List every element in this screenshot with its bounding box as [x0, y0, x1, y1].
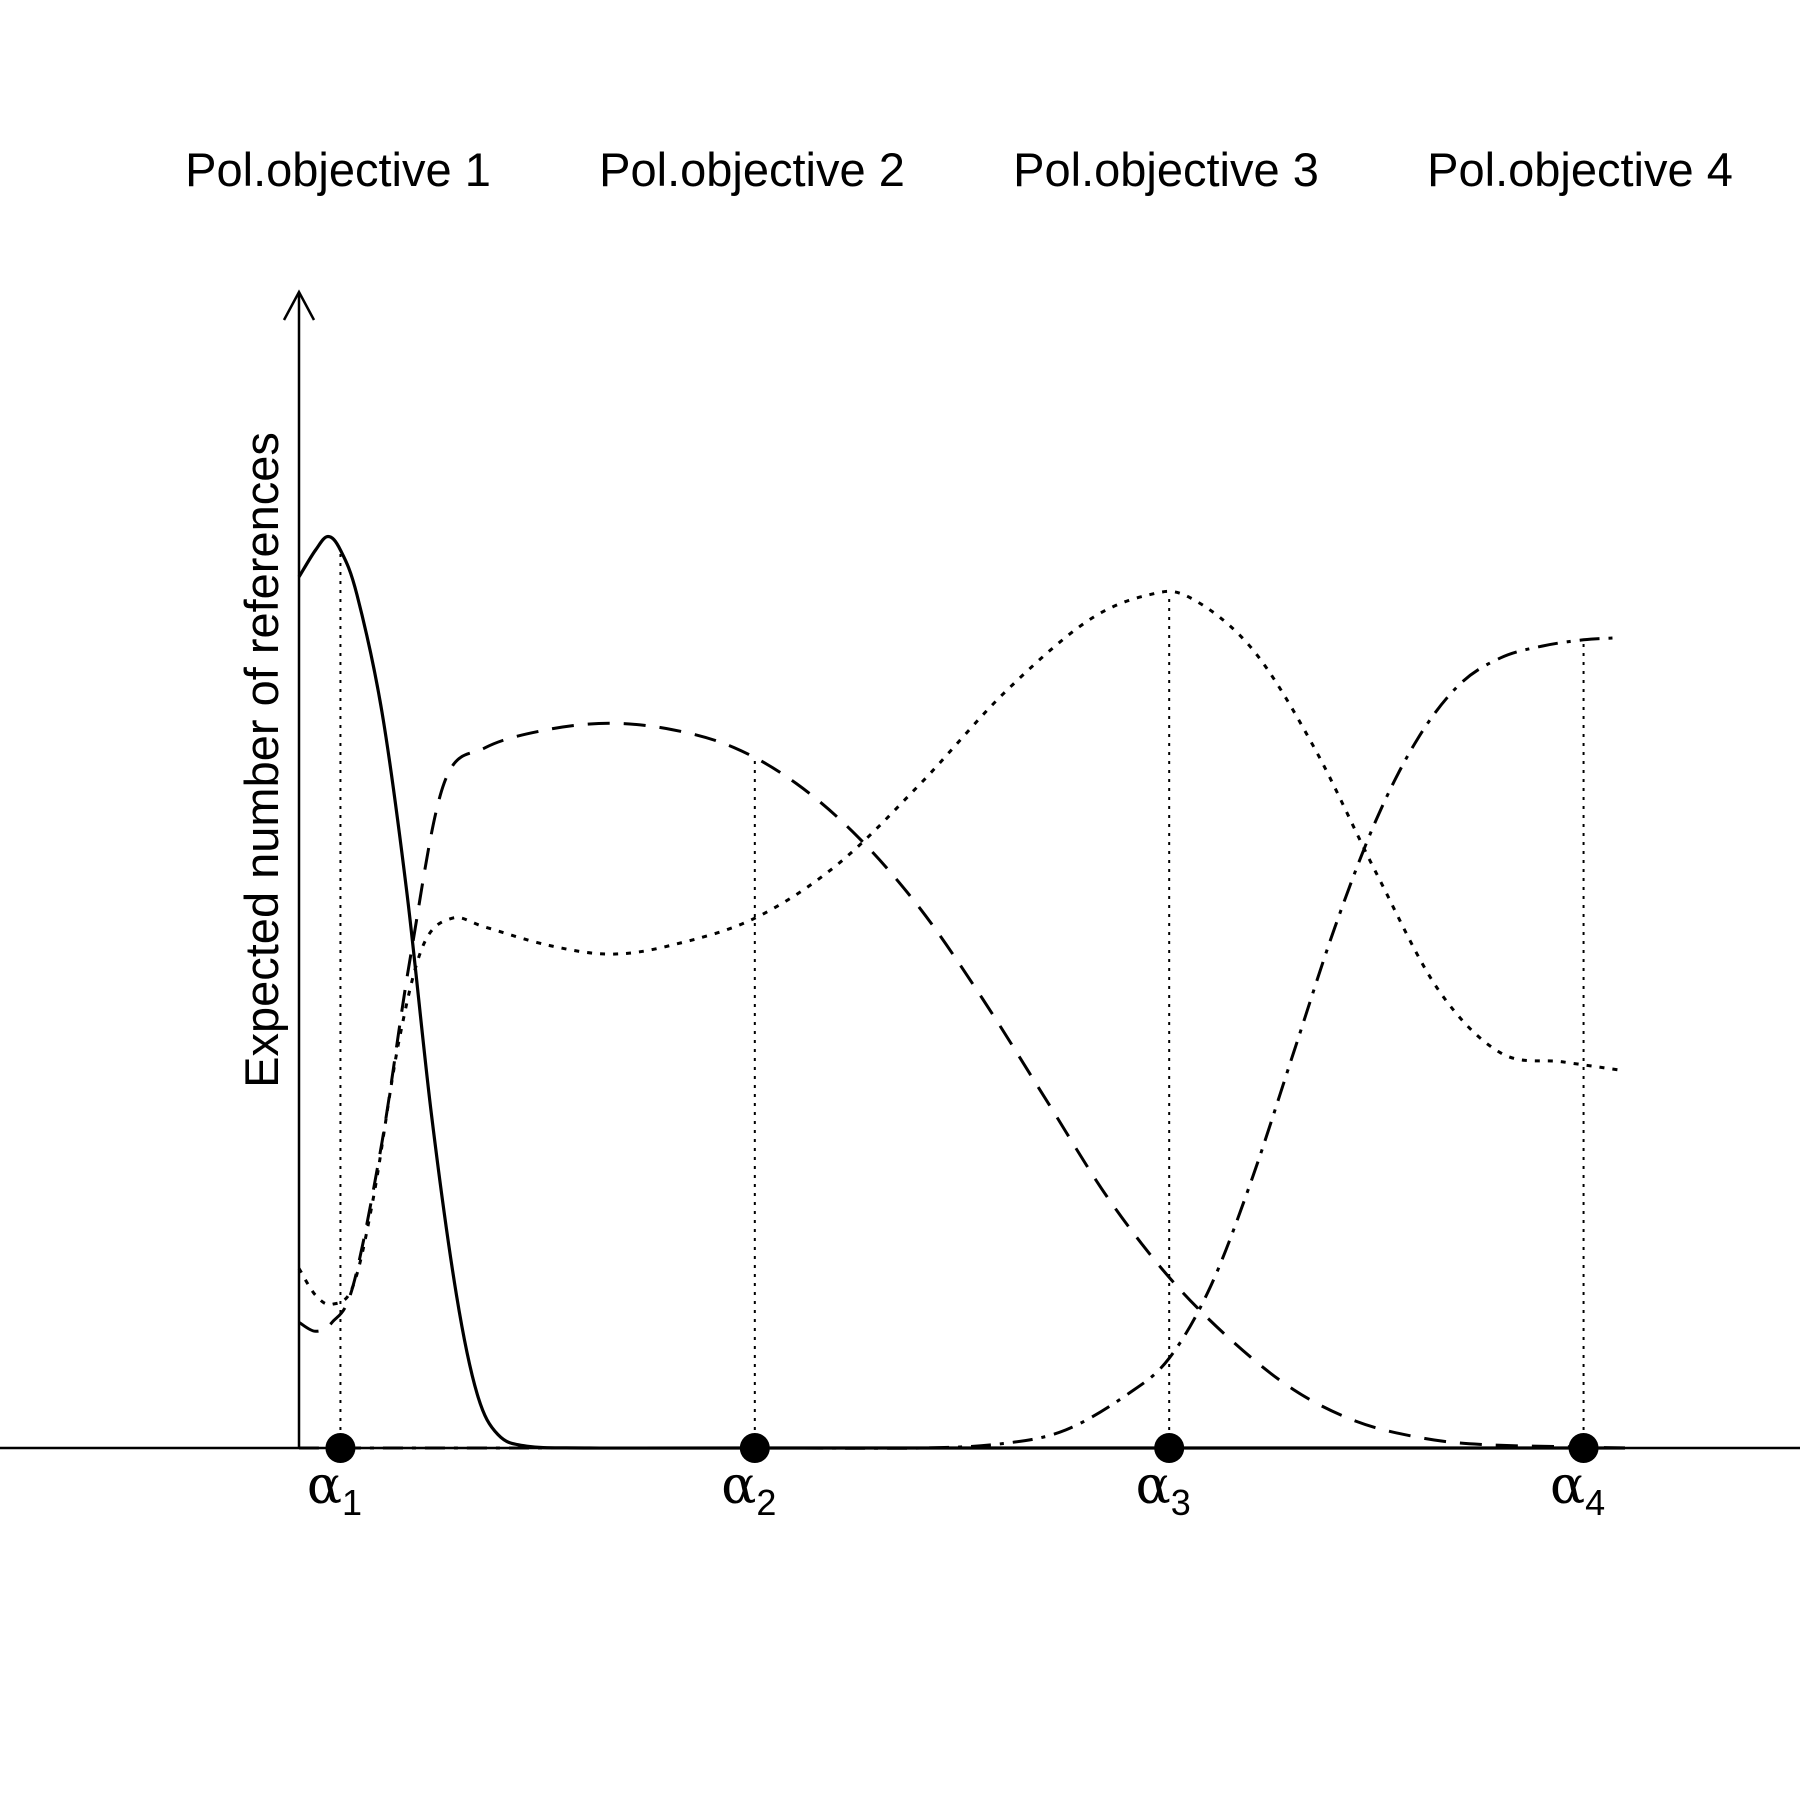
objective-label-3: Pol.objective 3 — [1013, 143, 1319, 196]
series-layer — [297, 534, 1626, 1450]
alpha-dot-3 — [1154, 1433, 1185, 1463]
alpha-tick-label-1: α1 — [307, 1456, 362, 1523]
series-line-1-solid — [297, 534, 1625, 1450]
alpha-dot-1 — [325, 1433, 356, 1463]
series-line-2-dashed — [298, 721, 1626, 1450]
alpha-tick-label-4: α4 — [1550, 1456, 1605, 1523]
tick-layer: α1 α2 α3 α4 — [307, 1433, 1605, 1523]
series-line-3-dotted — [297, 589, 1626, 1307]
marker-layer — [339, 550, 1585, 1448]
y-axis-arrow — [282, 289, 316, 321]
objective-label-1: Pol.objective 1 — [185, 143, 491, 196]
y-axis-label: Expected number of references — [235, 432, 288, 1088]
alpha-dot-2 — [739, 1433, 770, 1463]
objective-label-4: Pol.objective 4 — [1427, 143, 1733, 196]
alpha-tick-label-3: α3 — [1136, 1456, 1191, 1523]
series-line-4-dashdot — [298, 636, 1613, 1450]
alpha-tick-label-2: α2 — [721, 1456, 776, 1523]
alpha-dot-4 — [1568, 1433, 1599, 1463]
objective-labels: Pol.objective 1 Pol.objective 2 Pol.obje… — [185, 143, 1733, 196]
objective-label-2: Pol.objective 2 — [599, 143, 905, 196]
